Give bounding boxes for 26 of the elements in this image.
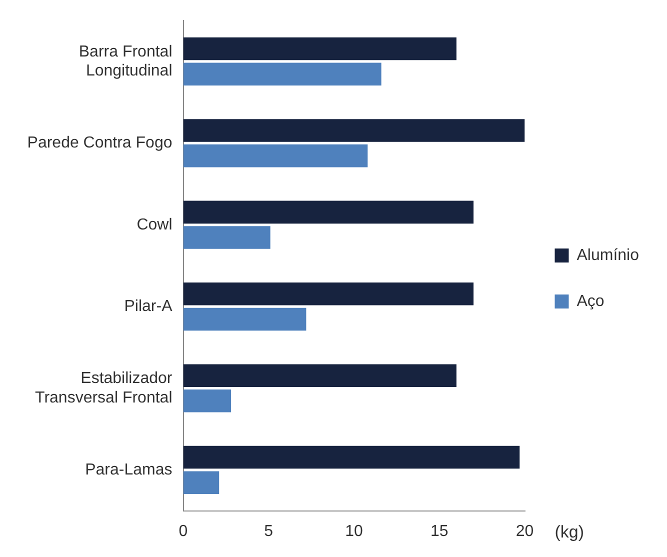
bar	[183, 144, 368, 168]
y-tick-label: Estabilizador Transversal Frontal	[35, 370, 173, 406]
x-axis-title: (kg)	[554, 522, 584, 542]
y-tick-label: Pilar-A	[124, 298, 173, 315]
bar	[183, 226, 270, 249]
bar	[183, 37, 456, 60]
bar	[183, 62, 382, 86]
y-tick-label: Cowl	[136, 216, 172, 234]
legend-label: Aço	[576, 292, 604, 310]
y-tick-label: Barra Frontal Longitudinal	[78, 43, 172, 80]
x-tick-label: 15	[430, 522, 448, 540]
y-tick-label: Parede Contra Fogo	[27, 134, 172, 152]
bar	[183, 119, 525, 142]
bar	[183, 390, 232, 412]
x-tick-label: 5	[264, 522, 274, 540]
legend-label: Alumínio	[576, 246, 640, 264]
bar	[183, 364, 456, 387]
bar	[183, 308, 306, 331]
bar	[183, 282, 474, 306]
y-tick-label: Para-Lamas	[85, 461, 172, 478]
x-tick-label: 20	[516, 522, 534, 540]
bar	[183, 200, 474, 224]
bar	[183, 446, 520, 469]
x-tick-label: 0	[178, 522, 188, 540]
x-tick-label: 10	[345, 522, 363, 540]
bar	[183, 471, 220, 494]
